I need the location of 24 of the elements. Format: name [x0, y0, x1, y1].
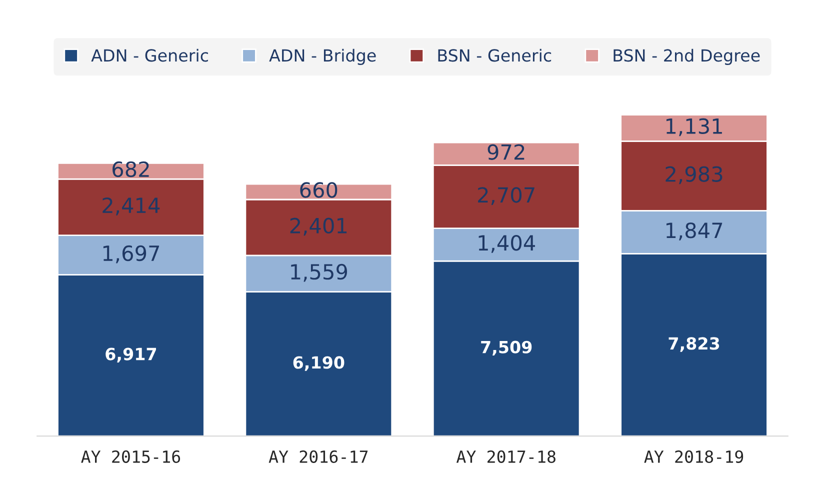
x-tick-label: AY 2016-17 — [268, 450, 368, 463]
data-label: 2,983 — [666, 166, 722, 184]
data-label: 6,917 — [106, 348, 156, 362]
data-label: 972 — [488, 144, 524, 160]
data-label: 1,697 — [103, 245, 160, 264]
data-label: 1,404 — [478, 234, 535, 253]
legend-label: ADN - Generic — [91, 48, 208, 62]
data-label: 2,707 — [478, 187, 534, 205]
data-label: 1,847 — [666, 222, 722, 240]
x-tick-label: AY 2015-16 — [81, 450, 180, 463]
data-label: 2,401 — [290, 218, 347, 236]
legend-label: BSN - Generic — [438, 48, 552, 62]
data-label: 6,190 — [293, 356, 344, 371]
data-label: 7,823 — [668, 337, 720, 352]
data-label: 1,131 — [666, 118, 722, 136]
legend-label: ADN - Bridge — [269, 48, 376, 65]
data-label: 1,559 — [291, 264, 348, 282]
data-label: 7,509 — [481, 340, 532, 356]
x-tick-label: AY 2017-18 — [456, 450, 556, 463]
data-label: 660 — [300, 182, 338, 198]
data-label: 2,414 — [102, 197, 160, 216]
data-label: 682 — [112, 161, 149, 178]
legend-label: BSN - 2nd Degree — [614, 48, 760, 65]
x-tick-label: AY 2018-19 — [644, 450, 744, 463]
